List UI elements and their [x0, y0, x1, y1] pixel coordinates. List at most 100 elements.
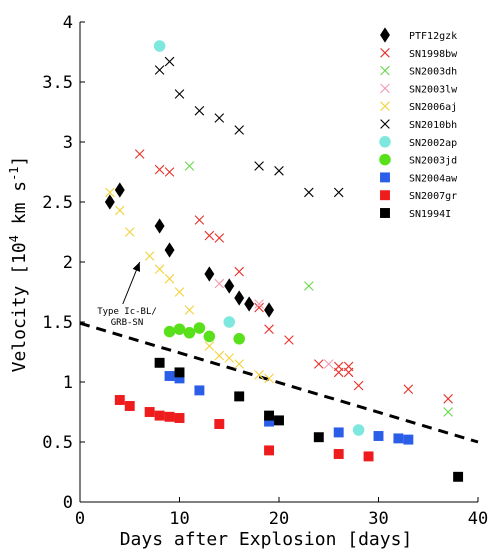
point-sn1998bw-5-stroke-b — [214, 233, 225, 243]
y-axis-title-exp: 4 — [7, 235, 21, 242]
x-tick-label-1: 10 — [169, 509, 189, 529]
point-sn2006aj-4 — [154, 264, 165, 274]
point-sn2004aw-7 — [403, 434, 414, 445]
point-sn2004aw-0 — [164, 371, 175, 381]
point-sn2006aj-3 — [144, 251, 155, 261]
point-sn2003dh-0 — [184, 161, 195, 171]
legend-marker-sn2003dh — [380, 65, 390, 76]
point-sn2004aw-2 — [194, 385, 205, 396]
legend-marker-sn2003lw — [380, 83, 390, 94]
legend-marker-sn2010bh-stroke-b — [380, 119, 390, 129]
annotation-line1: Type Ic-BL/ — [97, 307, 157, 317]
point-sn2010bh-8 — [304, 187, 314, 198]
legend-marker-sn2004aw — [380, 172, 390, 183]
point-sn2003jd-4 — [203, 330, 216, 343]
y-axis-title-prefix: Velocity [10 — [9, 242, 30, 372]
legend-entry-sn2007gr: SN2007gr — [380, 190, 457, 202]
point-sn2006aj-9 — [214, 350, 225, 361]
legend-marker-sn2003lw-stroke-b — [380, 83, 390, 94]
point-sn1998bw-0-stroke-b — [134, 149, 145, 159]
y-tick-label-4: 2 — [63, 253, 73, 273]
legend-entry-sn2004aw: SN2004aw — [380, 172, 458, 184]
series-sn2004aw — [164, 371, 414, 445]
point-sn1998bw-8 — [264, 324, 274, 334]
point-sn1994i-4 — [274, 415, 284, 426]
point-sn2004aw-6 — [393, 433, 404, 444]
point-ptf12gzk-4 — [204, 266, 215, 282]
point-sn2010bh-4 — [214, 113, 225, 123]
y-tick-label-1: 0.5 — [42, 433, 73, 453]
point-sn1998bw-4 — [204, 230, 215, 241]
legend-marker-sn2006aj-stroke-b — [380, 101, 390, 111]
point-sn2006aj-13-stroke-b — [264, 373, 274, 384]
point-sn2003lw-2-stroke-b — [323, 359, 334, 369]
legend-label-sn2006aj: SN2006aj — [409, 102, 457, 113]
point-sn2010bh-3 — [194, 106, 205, 116]
series-sn2002ap — [153, 40, 365, 436]
point-sn1998bw-0 — [134, 149, 145, 159]
y-tick-label-2: 1 — [63, 373, 73, 393]
point-sn2010bh-1-stroke-b — [164, 56, 175, 67]
point-sn2006aj-12-stroke-b — [254, 370, 264, 380]
series-sn1994i — [154, 357, 464, 482]
series-sn2010bh — [154, 56, 344, 198]
point-sn2010bh-6 — [254, 161, 264, 171]
x-tick-label-4: 40 — [468, 509, 488, 529]
y-tick-label-7: 3.5 — [42, 73, 73, 93]
trend-line — [79, 321, 479, 444]
legend-marker-sn2006aj — [380, 101, 390, 111]
point-sn2002ap-1 — [223, 316, 236, 328]
point-sn1998bw-14-stroke-b — [343, 367, 354, 378]
point-sn2003dh-1 — [304, 281, 314, 291]
legend-marker-sn1994i — [380, 208, 390, 218]
point-sn1998bw-6-stroke-b — [234, 266, 244, 277]
y-axis-title-close: ] — [9, 156, 30, 167]
legend-entry-sn1998bw: SN1998bw — [380, 48, 458, 60]
point-ptf12gzk-5 — [224, 278, 235, 294]
point-sn2003jd-1 — [173, 323, 186, 335]
trend-line-group — [79, 261, 479, 444]
y-tick-label-0: 0 — [63, 493, 73, 513]
point-sn1998bw-5 — [214, 233, 225, 243]
point-sn2006aj-1-stroke-b — [115, 205, 125, 216]
point-sn2003lw-1-stroke-b — [254, 299, 264, 309]
point-sn2007gr-7 — [264, 445, 275, 456]
point-sn2003jd-2 — [183, 327, 196, 339]
legend-marker-sn2007gr — [380, 190, 390, 201]
point-sn2004aw-4 — [333, 427, 344, 438]
point-sn1998bw-4-stroke-b — [204, 230, 215, 241]
annotation-arrowhead — [132, 262, 141, 272]
point-sn2006aj-5-stroke-b — [164, 274, 175, 284]
point-sn1998bw-1-stroke-b — [154, 164, 165, 175]
point-sn2006aj-11-stroke-b — [234, 359, 244, 369]
legend-marker-ptf12gzk — [380, 27, 390, 43]
point-sn2003lw-0-stroke-b — [214, 278, 225, 289]
point-sn2006aj-2-stroke-b — [124, 227, 135, 237]
point-sn2003lw-2 — [323, 359, 334, 369]
legend-label-sn1994i: SN1994I — [409, 209, 451, 220]
point-sn2006aj-9-stroke-b — [214, 350, 225, 361]
series-sn2007gr — [114, 395, 374, 462]
x-axis-title: Days after Explosion [days] — [120, 529, 413, 550]
point-sn2006aj-3-stroke-b — [144, 251, 155, 261]
series-ptf12gzk — [104, 182, 275, 318]
legend-entry-ptf12gzk: PTF12gzk — [380, 27, 457, 43]
point-sn1998bw-7-stroke-b — [254, 302, 264, 313]
point-sn2007gr-5 — [174, 413, 185, 423]
legend-entry-sn2002ap: SN2002ap — [379, 136, 457, 149]
point-sn2010bh-8-stroke-b — [304, 187, 314, 198]
point-sn2010bh-5 — [234, 125, 244, 135]
point-sn2003lw-0 — [214, 278, 225, 289]
point-ptf12gzk-8 — [264, 302, 275, 318]
point-sn2007gr-2 — [144, 407, 155, 417]
point-sn2007gr-3 — [154, 410, 165, 421]
point-sn2007gr-1 — [124, 401, 135, 411]
legend-label-sn1998bw: SN1998bw — [409, 49, 458, 60]
legend-label-sn2003jd: SN2003jd — [409, 156, 457, 167]
annotation: Type Ic-BL/ GRB-SN — [97, 307, 157, 328]
y-axis-title-exp2: -1 — [7, 166, 21, 180]
point-sn2006aj-4-stroke-b — [154, 264, 165, 274]
legend-marker-sn2003jd — [379, 153, 391, 166]
point-ptf12gzk-1 — [114, 182, 125, 198]
